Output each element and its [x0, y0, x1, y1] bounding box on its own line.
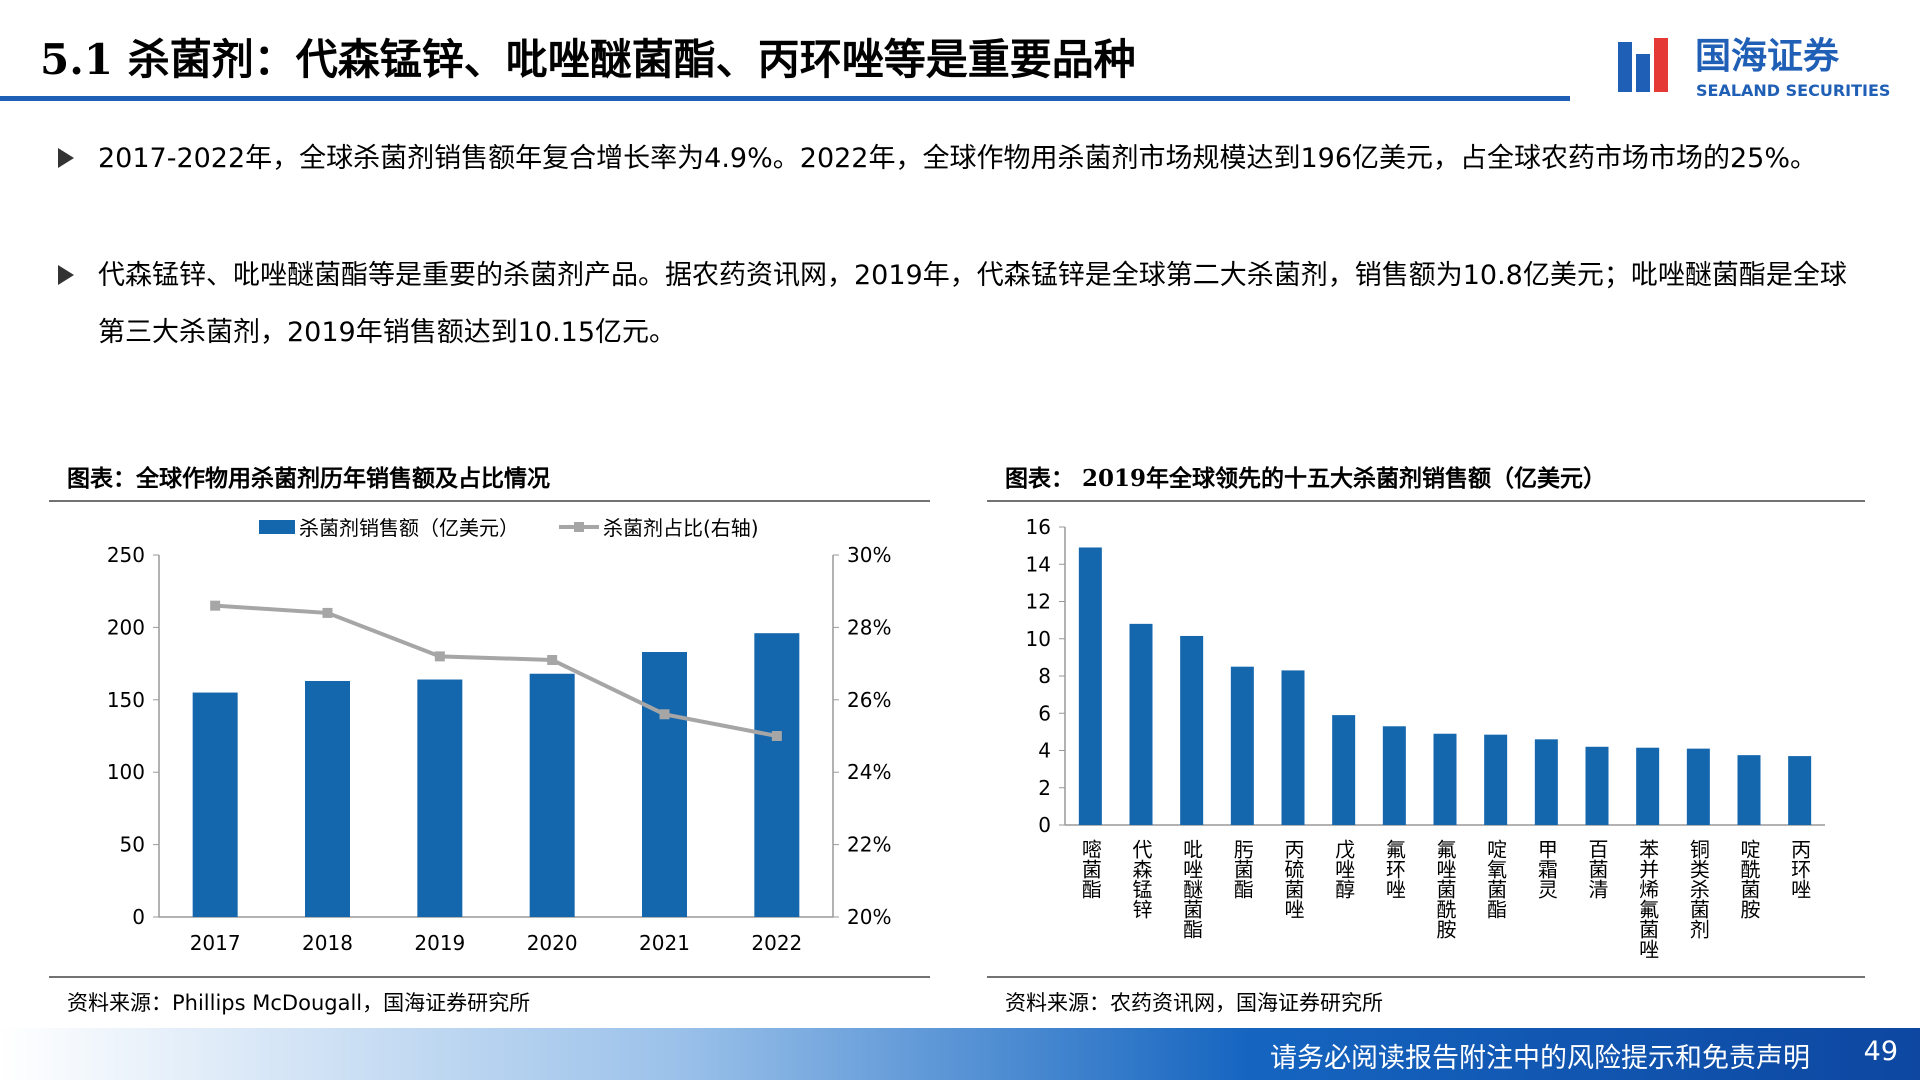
- bullet: 代森锰锌、吡唑醚菌酯等是重要的杀菌剂产品。据农药资讯网，2019年，代森锰锌是全…: [58, 247, 1868, 361]
- x-tick-label: 嘧菌酯: [1078, 839, 1102, 899]
- x-tick-label: 铜类杀菌剂: [1686, 839, 1710, 939]
- x-tick-label: 2022: [751, 931, 802, 955]
- y-tick-label: 14: [1026, 552, 1051, 576]
- logo-cn: 国海证券: [1695, 36, 1840, 77]
- bar: [1788, 756, 1812, 825]
- y2-tick-label: 30%: [847, 543, 891, 567]
- logo-en: SEALAND SECURITIES: [1696, 81, 1890, 100]
- bar: [417, 679, 463, 917]
- y2-tick-label: 28%: [847, 615, 891, 639]
- bar: [305, 680, 350, 917]
- bullet: 2017-2022年，全球杀菌剂销售额年复合增长率为4.9%。2022年，全球作…: [58, 130, 1868, 187]
- y-tick-label: 250: [107, 543, 145, 567]
- bar: [529, 673, 575, 917]
- y-tick-label: 12: [1026, 590, 1051, 614]
- x-tick-label: 肟菌酯: [1230, 839, 1254, 899]
- bar: [1180, 635, 1204, 825]
- line-marker: [547, 654, 558, 665]
- x-tick-label: 丙环唑: [1788, 839, 1812, 899]
- bar: [642, 652, 687, 917]
- line-marker: [434, 651, 445, 662]
- legend-label: 杀菌剂占比(右轴): [603, 516, 759, 540]
- source: 资料来源：农药资讯网，国海证券研究所: [1005, 991, 1383, 1015]
- bar: [192, 692, 238, 917]
- bar: [1129, 623, 1153, 825]
- y-tick-label: 200: [107, 615, 145, 639]
- x-tick-label: 戊唑醇: [1332, 839, 1356, 899]
- x-tick-label: 啶酰菌胺: [1737, 839, 1761, 919]
- line-marker: [322, 607, 333, 618]
- y-tick-label: 50: [120, 833, 145, 857]
- y-tick-label: 100: [107, 760, 145, 784]
- y2-tick-label: 24%: [847, 760, 891, 784]
- y-tick-label: 10: [1026, 627, 1051, 651]
- legend-swatch: [259, 520, 295, 534]
- bar: [1078, 547, 1102, 825]
- x-tick-label: 啶氧菌酯: [1484, 839, 1508, 919]
- logo: 国海证券 SEALAND SECURITIES: [1618, 36, 1890, 100]
- x-tick-label: 甲霜灵: [1534, 839, 1558, 899]
- bar: [1534, 739, 1558, 825]
- x-tick-label: 百菌清: [1585, 839, 1609, 899]
- bar: [1230, 666, 1254, 825]
- bullet-text: 代森锰锌、吡唑醚菌酯等是重要的杀菌剂产品。据农药资讯网，2019年，代森锰锌是全…: [98, 260, 1847, 348]
- legend-label: 杀菌剂销售额（亿美元）: [299, 516, 519, 540]
- y-tick-label: 150: [107, 688, 145, 712]
- x-tick-label: 苯并烯氟菌唑: [1636, 839, 1660, 959]
- x-tick-label: 代森锰锌: [1129, 839, 1153, 919]
- x-tick-label: 丙硫菌唑: [1281, 839, 1305, 919]
- line-marker: [210, 600, 221, 611]
- y-tick-label: 4: [1038, 739, 1051, 763]
- x-tick-label: 2020: [527, 931, 578, 955]
- y-tick-label: 0: [1038, 813, 1051, 837]
- footer-text: 请务必阅读报告附注中的风险提示和免责声明: [1270, 1043, 1810, 1074]
- line: [215, 603, 778, 738]
- y-tick-label: 16: [1026, 515, 1051, 539]
- y-tick-label: 8: [1038, 664, 1051, 688]
- line-marker: [771, 731, 782, 741]
- y-tick-label: 2: [1038, 776, 1051, 800]
- bar: [1332, 715, 1356, 825]
- bar: [1281, 670, 1305, 825]
- chart-title: 图表：全球作物用杀菌剂历年销售额及占比情况: [67, 465, 550, 492]
- bullet-text: 2017-2022年，全球杀菌剂销售额年复合增长率为4.9%。2022年，全球作…: [98, 143, 1818, 174]
- x-tick-label: 2021: [639, 931, 690, 955]
- chart-title: 图表： 2019年全球领先的十五大杀菌剂销售额（亿美元）: [1005, 465, 1606, 492]
- y-tick-label: 6: [1038, 701, 1051, 725]
- x-tick-label: 2019: [414, 931, 465, 955]
- title-rule: [0, 96, 1570, 101]
- slide-title: 5.1 杀菌剂：代森锰锌、吡唑醚菌酯、丙环唑等是重要品种: [40, 35, 1136, 84]
- logo-mark: [1636, 54, 1650, 92]
- bar: [1636, 747, 1660, 825]
- y2-tick-label: 22%: [847, 833, 891, 857]
- line-marker: [659, 709, 670, 720]
- logo-mark: [1618, 42, 1632, 92]
- x-tick-label: 氟唑菌酰胺: [1433, 839, 1457, 939]
- bar: [1585, 746, 1609, 825]
- x-tick-label: 吡唑醚菌酯: [1180, 839, 1204, 939]
- y2-tick-label: 26%: [847, 688, 891, 712]
- bar: [1433, 733, 1457, 825]
- bar: [754, 633, 800, 917]
- source: 资料来源：Phillips McDougall，国海证券研究所: [67, 991, 530, 1015]
- y2-tick-label: 20%: [847, 905, 891, 929]
- y-tick-label: 0: [132, 905, 145, 929]
- bar: [1382, 726, 1406, 825]
- x-tick-label: 2017: [190, 931, 241, 955]
- bar: [1737, 755, 1761, 825]
- page-number: 49: [1863, 1036, 1898, 1067]
- logo-mark: [1654, 38, 1668, 92]
- legend-swatch: [574, 522, 584, 532]
- footer-bar: [0, 1028, 1920, 1080]
- x-tick-label: 氟环唑: [1382, 839, 1406, 899]
- x-tick-label: 2018: [302, 931, 353, 955]
- bar: [1484, 734, 1508, 825]
- bar: [1686, 748, 1710, 825]
